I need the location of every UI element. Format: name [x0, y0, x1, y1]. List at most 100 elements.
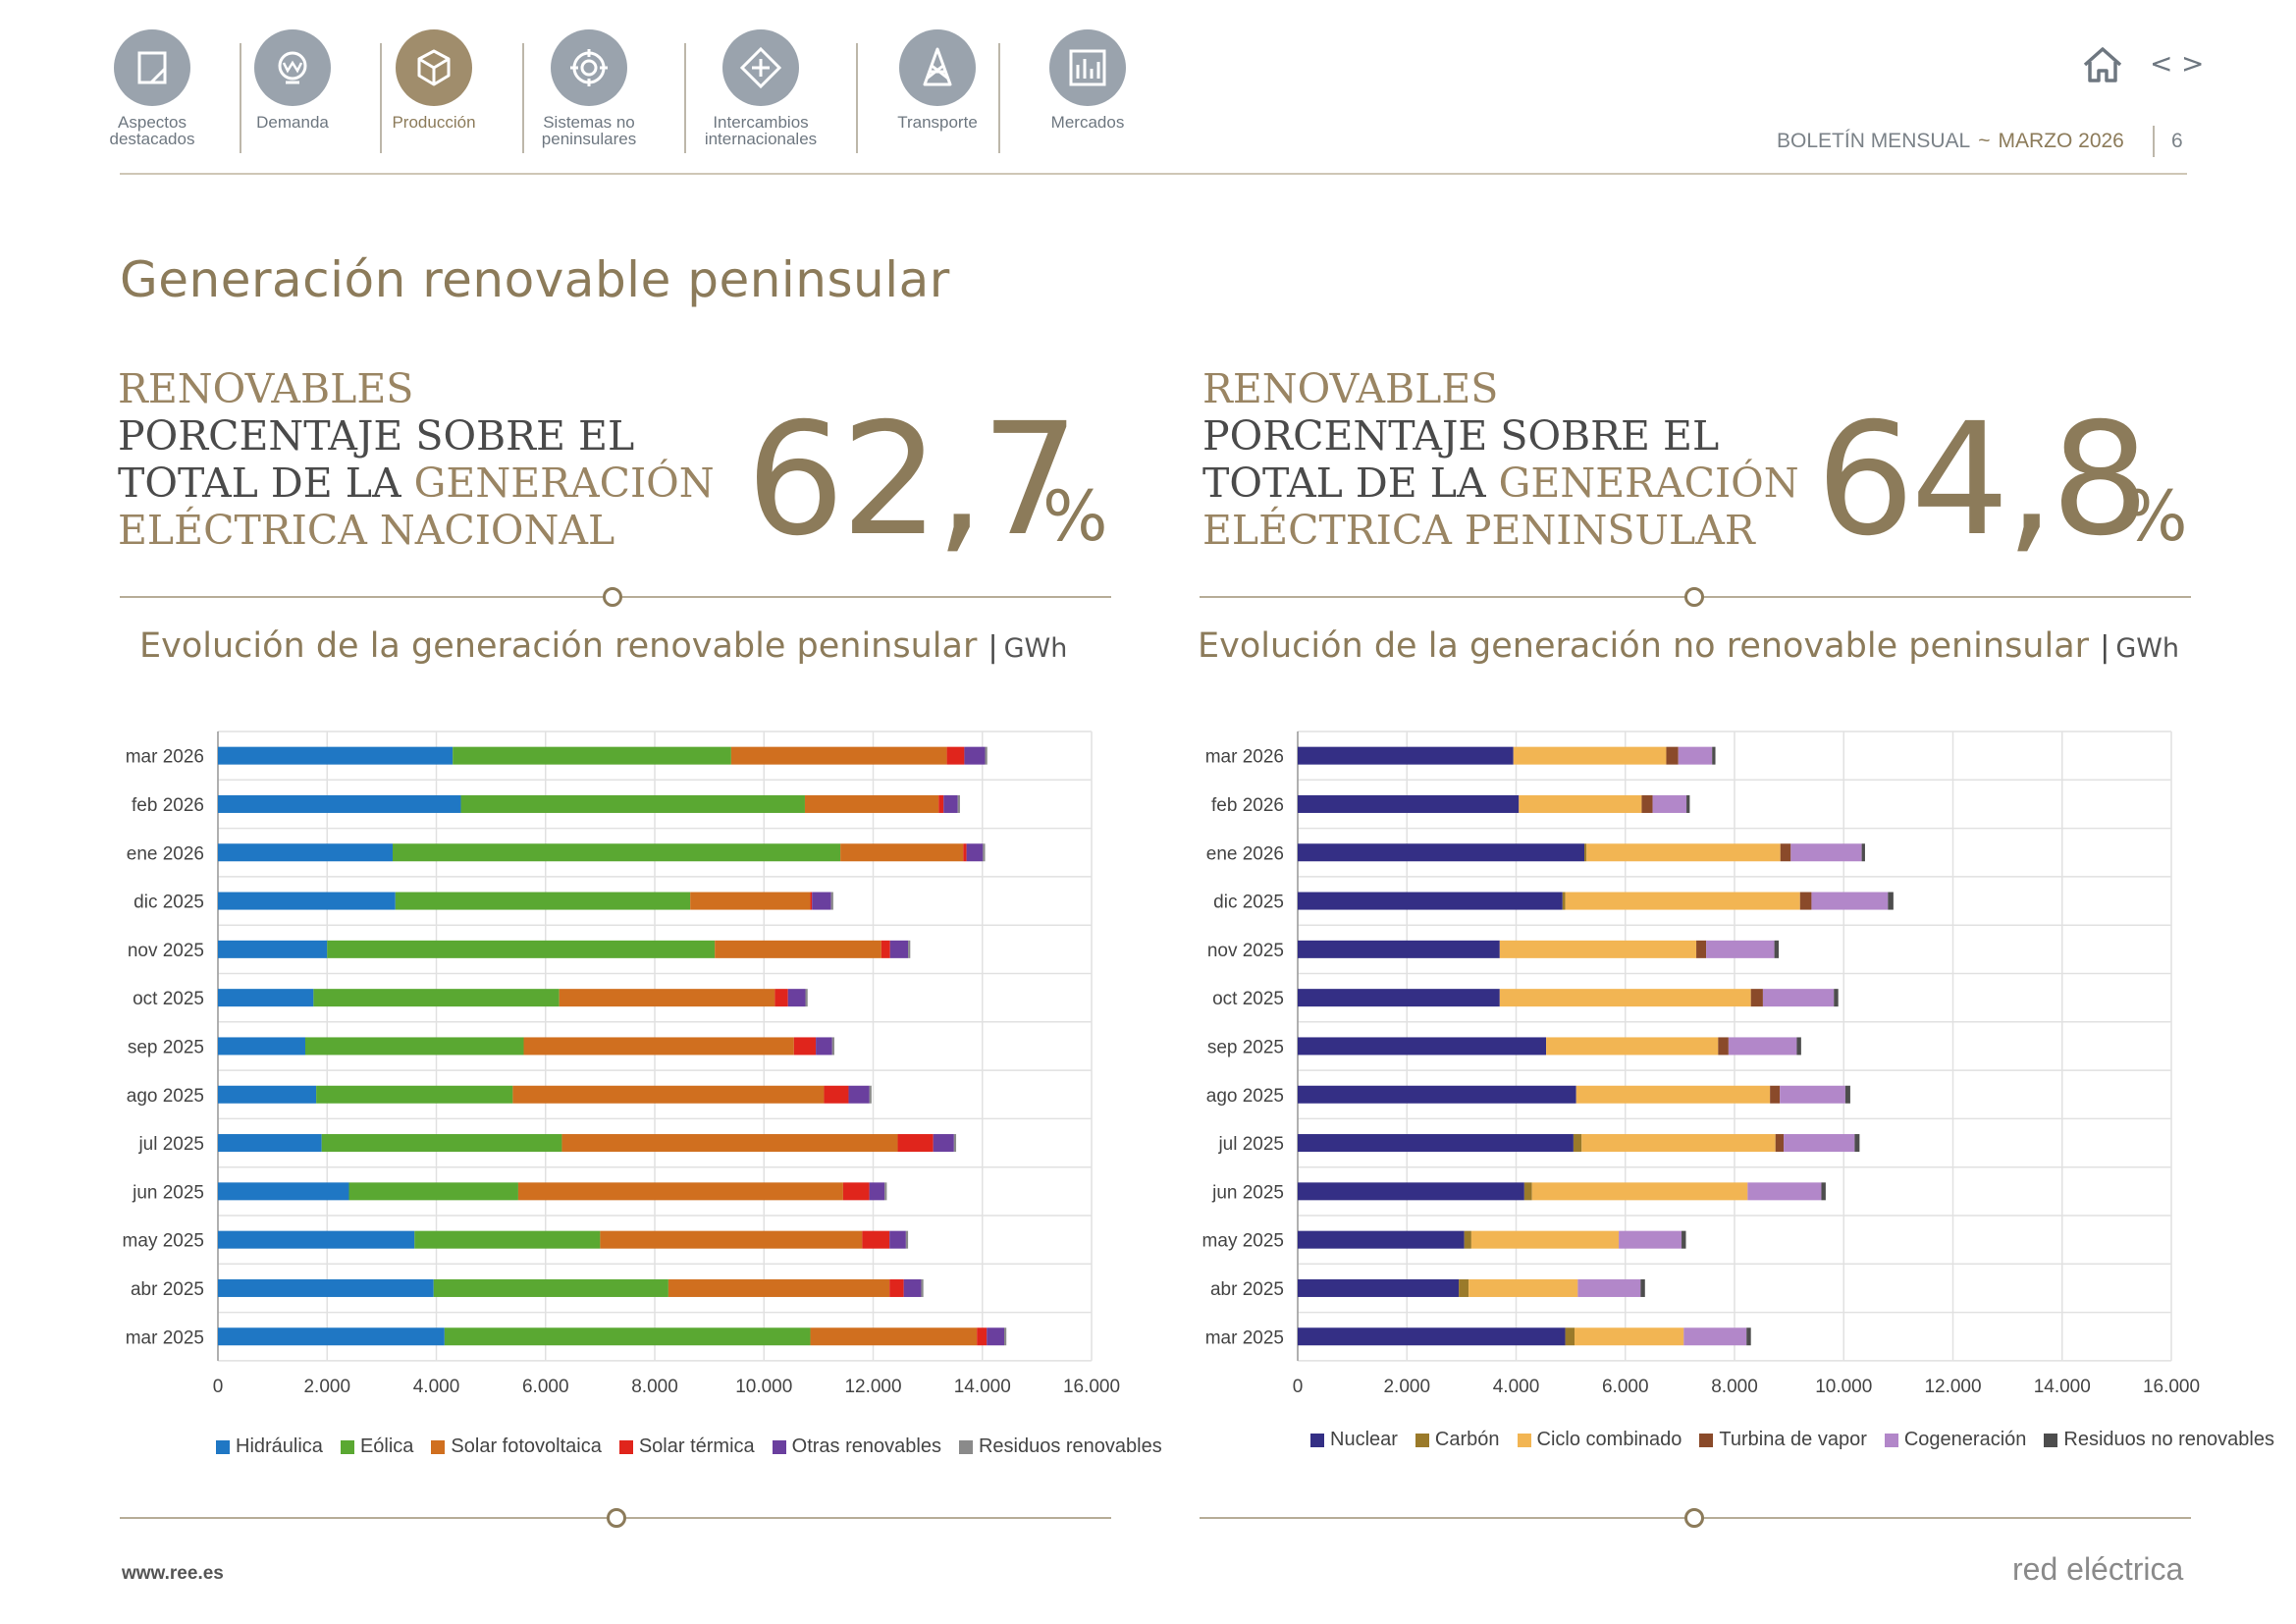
bar-segment [444, 1327, 811, 1346]
bar-segment [1683, 1327, 1747, 1346]
y-category-label: jun 2025 [1211, 1182, 1284, 1203]
bar-segment [1811, 892, 1889, 910]
nav-item-aspectos[interactable]: Aspectos destacados [79, 29, 226, 147]
bar-segment [812, 892, 831, 910]
nav-separator [240, 43, 241, 153]
bar-segment [1577, 1278, 1641, 1297]
bar-segment [1573, 1134, 1582, 1153]
legend-item: Solar térmica [618, 1435, 755, 1458]
legend-item: Turbina de vapor [1699, 1429, 1867, 1451]
nav-separator [684, 43, 686, 153]
nav-item-mercados[interactable]: Mercados [1014, 29, 1161, 131]
bar-segment [787, 989, 806, 1007]
bar-segment [218, 1134, 322, 1153]
nav-item-label: Sistemas no peninsulares [515, 114, 663, 147]
kpi-left-rule-marker [603, 587, 622, 607]
footer-left-rule-marker [607, 1508, 626, 1528]
x-tick-label: 2.000 [1383, 1377, 1430, 1397]
chart-left-renewable: 0 2.000 4.000 6.000 8.000 10.000 12.000 14.000 1… [123, 731, 1120, 1397]
y-category-label: oct 2025 [133, 989, 204, 1009]
y-category-label: may 2025 [1202, 1231, 1284, 1252]
chart-right-legend: Nuclear Carbón Ciclo combinado Turbina de v… [1310, 1429, 2274, 1451]
bar-segment [1750, 989, 1763, 1007]
kpi-right-line3: TOTAL DE LA GENERACIÓN [1202, 460, 1799, 507]
y-category-label: oct 2025 [1212, 989, 1284, 1009]
bar-segment [1619, 1230, 1682, 1249]
bar-segment [943, 794, 958, 813]
previous-page-arrow[interactable]: < [2150, 47, 2173, 80]
x-tick-label: 14.000 [2034, 1377, 2091, 1397]
cube-icon [396, 29, 472, 106]
bar-segment [810, 1327, 978, 1346]
y-category-label: jul 2025 [1217, 1134, 1284, 1155]
kpi-left-unit: % [1042, 476, 1108, 557]
nav-item-label-line2: peninsulares [541, 130, 637, 148]
legend-label: Residuos renovables [978, 1435, 1162, 1457]
bar-segment [1861, 843, 1865, 862]
y-category-label: mar 2025 [126, 1327, 204, 1348]
bulletin-separator: ~ [1978, 130, 1991, 152]
kpi-right-label: RENOVABLES PORCENTAJE SOBRE EL TOTAL DE … [1202, 365, 1799, 554]
nav-item-intercambios[interactable]: Intercambios internacionales [687, 29, 834, 147]
bar-segment [921, 1278, 924, 1297]
chart-right-title-text: Evolución de la generación no renovable … [1198, 626, 2090, 666]
bar-segment [1821, 1182, 1826, 1201]
y-category-label: ago 2025 [1206, 1086, 1284, 1107]
legend-label: Cogeneración [1903, 1429, 2027, 1450]
y-category-label: dic 2025 [133, 893, 204, 913]
bar-segment [1565, 1327, 1575, 1346]
legend-item: Nuclear [1310, 1429, 1398, 1451]
bar-segment [1780, 1085, 1845, 1104]
bar-segment [1464, 1230, 1471, 1249]
header-rule [120, 173, 2187, 175]
bar-segment [1834, 989, 1839, 1007]
bar-segment [1770, 1085, 1781, 1104]
bar-segment [964, 746, 986, 765]
bar-segment [1666, 746, 1679, 765]
kpi-left-line4: ELÉCTRICA NACIONAL [118, 507, 615, 554]
bar-segment [862, 1230, 890, 1249]
bar-segment [1762, 989, 1835, 1007]
bar-segment [831, 1037, 835, 1056]
bar-segment [667, 1278, 890, 1297]
bar-segment [830, 892, 833, 910]
next-page-arrow[interactable]: > [2181, 47, 2205, 80]
nav-item-label: Transporte [864, 114, 1011, 131]
footer-url[interactable]: www.ree.es [122, 1563, 224, 1584]
tower-icon [899, 29, 976, 106]
nav-separator [380, 43, 382, 153]
nav-item-label-line1: Demanda [256, 113, 329, 132]
x-tick-label: 16.000 [2143, 1377, 2200, 1397]
nav-item-sistemas-no[interactable]: Sistemas no peninsulares [515, 29, 663, 147]
bar-chart-icon [1049, 29, 1126, 106]
nav-item-label-line1: Producción [392, 113, 476, 132]
bar-segment [946, 746, 965, 765]
bar-segment [1562, 892, 1566, 910]
nav-item-demanda[interactable]: Demanda [219, 29, 366, 131]
bar-segment [600, 1230, 863, 1249]
bar-segment [512, 1085, 825, 1104]
x-tick-label: 4.000 [1493, 1377, 1540, 1397]
page-number-divider [2153, 126, 2155, 157]
legend-label: Hidráulica [236, 1435, 323, 1457]
bar-segment [1298, 892, 1563, 910]
y-category-label: dic 2025 [1213, 893, 1284, 913]
bar-segment [1470, 1230, 1620, 1249]
nav-item-transporte[interactable]: Transporte [864, 29, 1011, 131]
y-category-label: may 2025 [123, 1231, 204, 1252]
kpi-left-line3: TOTAL DE LA GENERACIÓN [118, 460, 715, 507]
nav-item-label: Aspectos destacados [79, 114, 226, 147]
x-tick-label: 10.000 [735, 1377, 792, 1397]
bar-segment [1298, 1085, 1576, 1104]
nav-separator [856, 43, 858, 153]
bar-segment [881, 940, 890, 958]
bulletin-month: MARZO 2026 [1998, 130, 2124, 152]
bar-segment [218, 1037, 305, 1056]
bar-segment [453, 746, 731, 765]
chart-right-title: Evolución de la generación no renovable … [1198, 626, 2179, 666]
x-tick-label: 6.000 [1602, 1377, 1649, 1397]
nav-item-produccion[interactable]: Producción [360, 29, 507, 131]
home-icon[interactable] [2081, 45, 2124, 84]
bar-segment [218, 794, 461, 813]
legend-swatch [2044, 1433, 2058, 1447]
